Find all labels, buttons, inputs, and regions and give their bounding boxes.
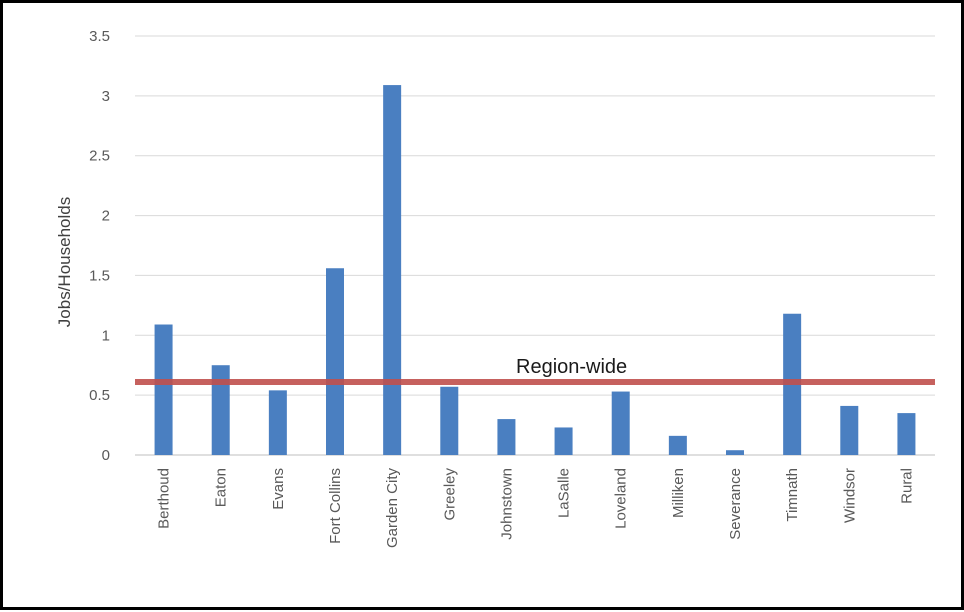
y-tick-label: 2.5 [89,148,110,165]
y-tick-label: 3 [102,88,110,105]
bar-loveland [611,391,630,455]
x-tick-label: Eaton [213,468,230,507]
bar-lasalle [554,427,573,455]
reference-line-group: Region-wide [135,356,935,385]
x-tick-label: Rural [898,468,915,504]
x-tick-label: Johnstown [498,468,515,540]
x-tick-label: Milliken [670,468,687,518]
x-tick-label: Berthoud [156,468,173,529]
y-axis-ticks: 0 0.5 1 1.5 2 2.5 3 3.5 [89,28,110,464]
y-tick-label: 3.5 [89,28,110,45]
bar-evans [268,390,287,455]
bar-johnstown [497,419,516,455]
bar-severance [726,450,744,455]
y-tick-label: 1.5 [89,267,110,284]
x-tick-label: Evans [270,468,287,510]
x-tick-label: LaSalle [556,468,573,518]
x-tick-label: Timnath [784,468,801,522]
bars [154,85,916,455]
x-axis-ticks: Berthoud Eaton Evans Fort Collins Garden Cit… [156,468,916,549]
bar-greeley [440,386,459,455]
bar-garden-city [383,85,402,455]
y-tick-label: 0.5 [89,387,110,404]
bar-eaton [211,365,230,455]
bar-milliken [668,435,687,455]
x-tick-label: Greeley [441,468,458,521]
y-tick-label: 0 [102,447,110,464]
y-tick-label: 1 [102,327,110,344]
bar-berthoud [154,324,173,455]
bar-windsor [840,405,859,455]
bar-fort-collins [326,268,344,455]
bar-rural [897,413,916,455]
y-tick-label: 2 [102,208,110,225]
region-wide-label: Region-wide [516,356,627,378]
y-axis-label: Jobs/Households [55,197,74,327]
x-tick-label: Loveland [613,468,630,529]
x-tick-label: Windsor [841,468,858,523]
x-tick-label: Garden City [384,468,401,549]
x-tick-label: Fort Collins [327,468,344,544]
x-tick-label: Severance [727,468,744,540]
gridlines [135,35,935,456]
